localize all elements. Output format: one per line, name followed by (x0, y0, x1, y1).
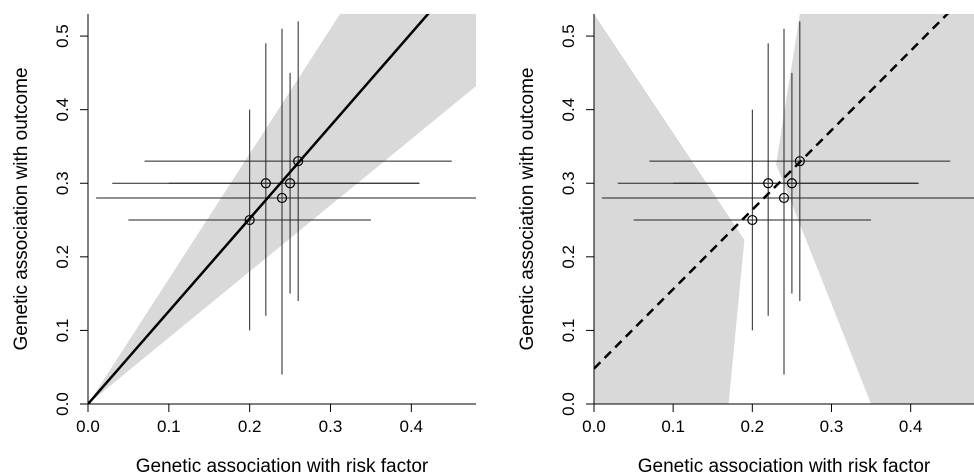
y-tick-label: 0.1 (559, 319, 578, 343)
data-point (293, 156, 304, 167)
fit-line (88, 14, 430, 404)
data-point (763, 178, 774, 189)
y-tick-label: 0.4 (53, 98, 72, 122)
x-axis-title: Genetic association with risk factor (136, 456, 429, 476)
plot-area (594, 14, 974, 404)
plot-area (88, 14, 476, 404)
x-tick-label: 0.1 (157, 417, 181, 436)
y-tick-label: 0.5 (53, 24, 72, 48)
x-tick-label: 0.2 (741, 417, 765, 436)
x-tick-label: 0.4 (400, 417, 424, 436)
y-tick-label: 0.3 (53, 171, 72, 195)
y-tick-label: 0.2 (559, 245, 578, 269)
y-axis-title: Genetic association with outcome (517, 67, 538, 350)
data-point (794, 156, 805, 167)
y-tick-label: 0.3 (559, 171, 578, 195)
x-tick-label: 0.4 (899, 417, 923, 436)
y-tick-label: 0.5 (559, 24, 578, 48)
data-point (778, 192, 790, 204)
x-tick-label: 0.0 (76, 417, 100, 436)
confidence-band-upper-fan (776, 14, 974, 404)
data-point (284, 178, 296, 189)
data-point (244, 214, 255, 226)
confidence-band-lower-fan (594, 14, 745, 404)
x-tick-label: 0.2 (238, 417, 262, 436)
data-point (276, 192, 288, 204)
y-tick-label: 0.0 (53, 392, 72, 416)
x-tick-label: 0.3 (820, 417, 844, 436)
y-tick-label: 0.2 (53, 245, 72, 269)
x-tick-label: 0.3 (319, 417, 343, 436)
y-tick-label: 0.1 (53, 319, 72, 343)
x-tick-label: 0.0 (582, 417, 606, 436)
y-axis-title: Genetic association with outcome (11, 67, 32, 350)
right-panel: 0.0 0.1 0.2 0.3 0.4 0.0 0.1 0.2 0.3 0.4 0.5 Genetic… (517, 14, 974, 476)
x-axis-title: Genetic association with risk factor (638, 456, 931, 476)
y-tick-label: 0.4 (559, 98, 578, 122)
left-panel: 0.0 0.1 0.2 0.3 0.4 0.0 0.1 0.2 0.3 0.4 0.5 Genetic… (11, 14, 476, 476)
data-point (260, 178, 271, 189)
y-tick-label: 0.0 (559, 392, 578, 416)
data-point (786, 178, 798, 189)
x-tick-label: 0.1 (661, 417, 685, 436)
data-point (747, 214, 758, 226)
